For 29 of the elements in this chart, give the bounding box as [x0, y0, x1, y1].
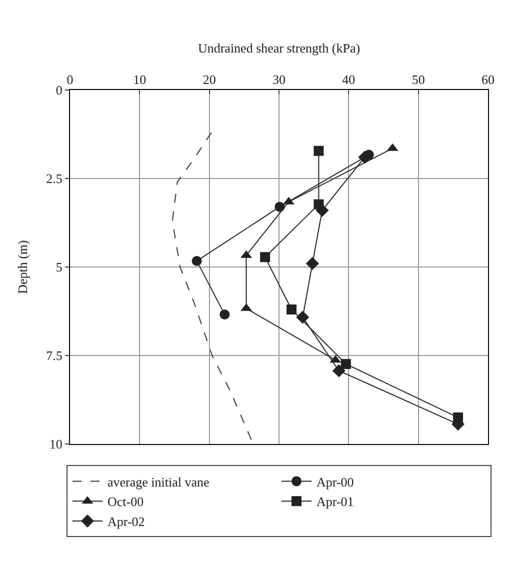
point — [316, 204, 329, 217]
x-tick-label: 60 — [482, 72, 494, 87]
legend-label: Apr-01 — [316, 494, 354, 510]
y-tick-label: 5 — [56, 260, 62, 275]
x-tick-label: 0 — [66, 72, 74, 87]
x-tick-label: 20 — [202, 72, 216, 87]
legend-label: Apr-02 — [108, 514, 145, 530]
x-tick-label: 30 — [272, 72, 286, 87]
point — [296, 310, 310, 324]
point — [286, 304, 297, 314]
point — [340, 359, 351, 369]
point — [314, 146, 324, 156]
legend-label: average initial vane — [108, 474, 210, 490]
point — [260, 252, 270, 262]
point — [306, 256, 319, 270]
y-tick-label: 0 — [56, 82, 62, 98]
y-tick-label: 2.5 — [46, 171, 62, 186]
y-axis-title: Depth (m) — [15, 240, 30, 294]
y-tick-label: 10 — [49, 436, 62, 452]
x-axis-title: Undrained shear strength (kPa) — [198, 40, 360, 56]
legend-label: Oct-00 — [108, 494, 144, 510]
point — [332, 364, 346, 378]
x-tick-label: 40 — [342, 72, 356, 87]
point — [192, 256, 202, 266]
x-tick-label: 10 — [133, 72, 146, 87]
x-tick-label: 50 — [412, 72, 425, 87]
y-tick-label: 7.5 — [46, 348, 62, 364]
point — [220, 309, 230, 320]
legend-label: Apr-00 — [316, 474, 354, 490]
